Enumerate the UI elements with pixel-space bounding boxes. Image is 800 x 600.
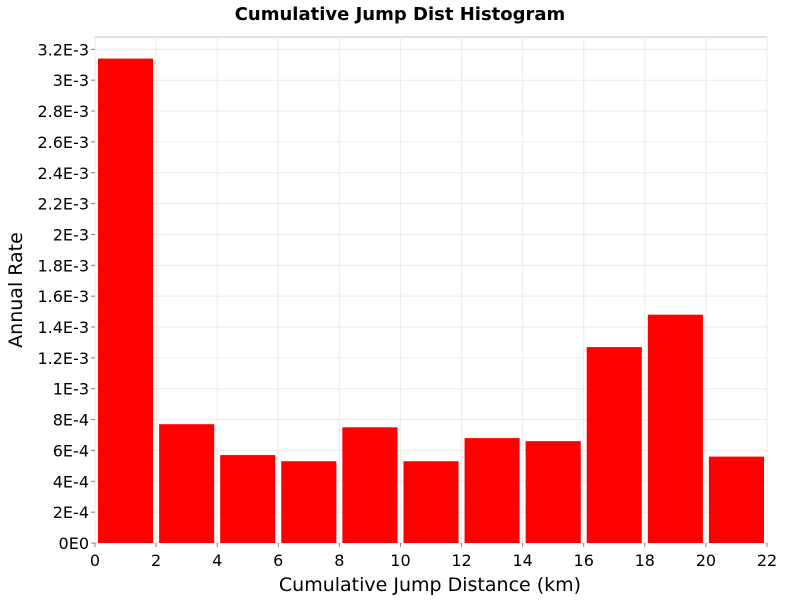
x-axis-label: Cumulative Jump Distance (km): [279, 574, 581, 596]
bar-7: [525, 441, 581, 543]
bar-5: [403, 461, 459, 543]
x-tick-label: 16: [574, 551, 594, 570]
x-tick-label: 10: [390, 551, 410, 570]
bar-1: [159, 424, 215, 543]
y-tick-label: 2.2E-3: [37, 195, 89, 214]
bar-8: [586, 347, 642, 543]
y-tick-label: 2.6E-3: [37, 133, 89, 152]
bar-0: [98, 58, 154, 543]
x-axis-ticks: 0 2 4 6 8 10 12 14 16 18 20 22: [90, 543, 777, 570]
x-tick-label: 4: [212, 551, 222, 570]
chart-title: Cumulative Jump Dist Histogram: [235, 4, 566, 25]
x-tick-label: 20: [696, 551, 716, 570]
y-tick-label: 0E0: [59, 534, 89, 553]
y-axis-label: Annual Rate: [5, 232, 27, 348]
y-tick-label: 1.8E-3: [37, 256, 89, 275]
x-tick-label: 8: [334, 551, 344, 570]
y-tick-label: 6E-4: [53, 441, 89, 460]
bars: [98, 58, 764, 543]
bar-10: [708, 456, 764, 543]
bar-9: [647, 314, 703, 543]
y-tick-label: 1.2E-3: [37, 349, 89, 368]
y-tick-label: 3E-3: [53, 71, 89, 90]
y-tick-label: 1.6E-3: [37, 287, 89, 306]
y-tick-label: 8E-4: [53, 411, 89, 430]
bar-2: [220, 455, 276, 543]
y-tick-label: 1.4E-3: [37, 318, 89, 337]
y-tick-label: 2.4E-3: [37, 164, 89, 183]
x-tick-label: 14: [512, 551, 532, 570]
x-tick-label: 2: [151, 551, 161, 570]
bar-3: [281, 461, 337, 543]
x-tick-label: 18: [635, 551, 655, 570]
x-tick-label: 12: [451, 551, 471, 570]
x-tick-label: 22: [757, 551, 777, 570]
y-tick-label: 3.2E-3: [37, 40, 89, 59]
bar-4: [342, 427, 398, 543]
y-tick-label: 2E-4: [53, 503, 89, 522]
y-tick-label: 4E-4: [53, 472, 89, 491]
y-axis-ticks: 0E0 2E-4 4E-4 6E-4 8E-4 1E-3 1.2E-3 1.4E-3 1.6E-…: [37, 40, 95, 553]
y-tick-label: 1E-3: [53, 380, 89, 399]
x-tick-label: 0: [90, 551, 100, 570]
bar-6: [464, 438, 520, 543]
y-tick-label: 2E-3: [53, 225, 89, 244]
y-tick-label: 2.8E-3: [37, 102, 89, 121]
x-tick-label: 6: [273, 551, 283, 570]
